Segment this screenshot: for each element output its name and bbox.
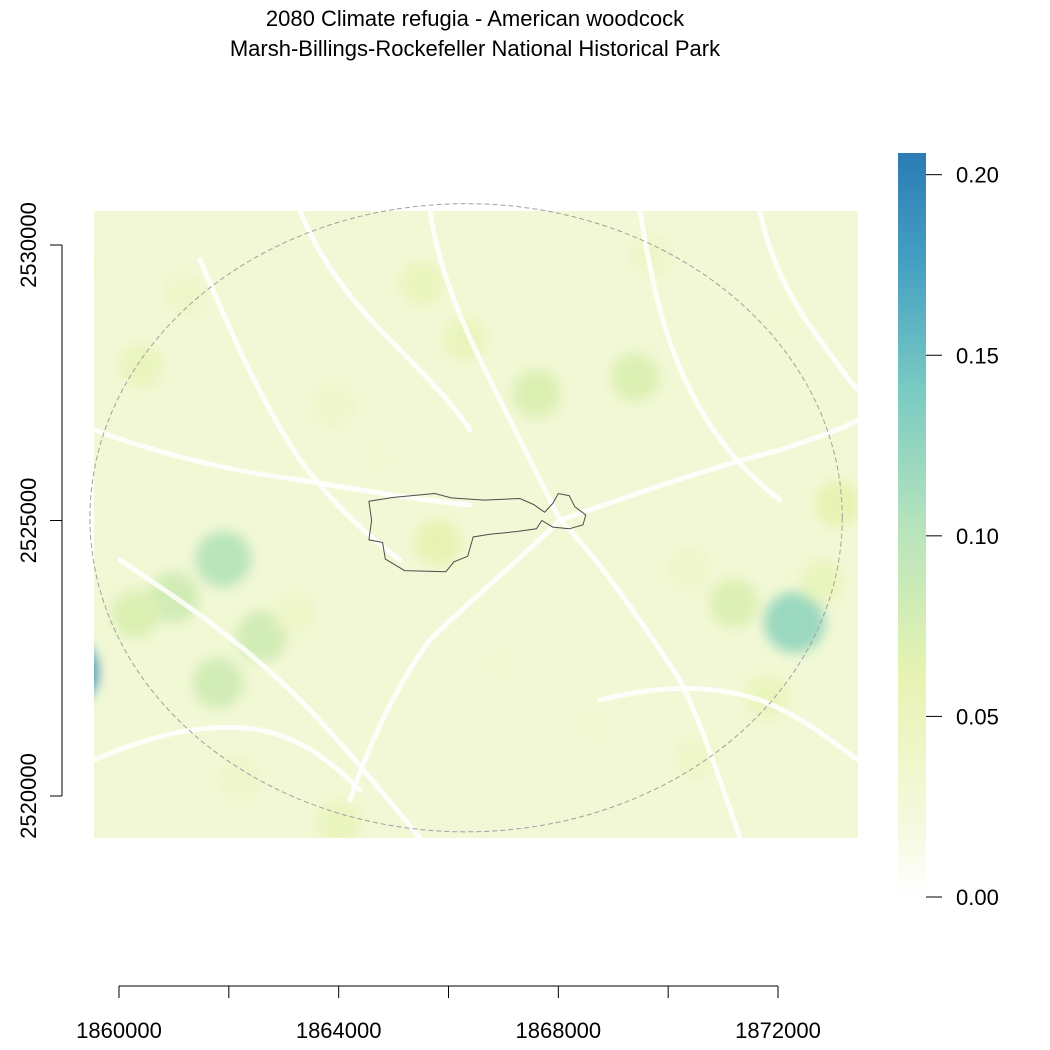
drainage-vein <box>117 557 423 838</box>
color-legend: 0.00 0.05 0.10 0.15 0.20 <box>898 153 999 910</box>
raster-background <box>94 211 858 838</box>
hotspot <box>94 441 106 478</box>
hotspot <box>815 480 858 528</box>
park-boundary <box>368 492 587 573</box>
drainage-vein <box>347 517 563 803</box>
hotspot <box>610 352 660 402</box>
hotspot <box>769 302 809 342</box>
y-tick-label: 2525000 <box>16 478 41 564</box>
drainage-vein <box>597 686 858 763</box>
hotspot <box>799 559 844 604</box>
hotspot <box>414 519 461 566</box>
x-tick-label: 1864000 <box>296 1018 382 1043</box>
hotspot <box>236 610 288 662</box>
x-tick-label: 1860000 <box>76 1018 162 1043</box>
drainage-veins <box>94 211 858 838</box>
hotspot <box>357 434 397 474</box>
hotspot <box>94 656 98 688</box>
hotspot <box>764 592 825 653</box>
hotspot <box>312 383 354 426</box>
hotspot <box>219 758 261 801</box>
drainage-vein <box>197 257 403 563</box>
y-tick-label: 2520000 <box>16 753 41 839</box>
drainage-vein <box>94 427 473 508</box>
drainage-vein <box>557 517 743 838</box>
hotspot <box>164 273 206 316</box>
drainage-vein <box>427 211 563 523</box>
map-title-line1: 2080 Climate refugia - American woodcock <box>265 6 685 31</box>
legend-colorbar <box>898 153 926 897</box>
hotspot <box>571 704 611 744</box>
legend-tick-label: 0.15 <box>956 343 999 368</box>
hotspot <box>48 245 92 289</box>
x-tick-label: 1872000 <box>735 1018 821 1043</box>
hotspot <box>478 644 518 684</box>
hotspot <box>111 589 160 639</box>
hotspot <box>195 531 252 588</box>
legend-tick-label: 0.10 <box>956 524 999 549</box>
drainage-vein <box>94 724 363 793</box>
hotspot <box>669 549 711 591</box>
hotspot <box>118 344 163 389</box>
hotspot <box>709 578 759 628</box>
buffer-boundary <box>89 203 843 833</box>
hotspot <box>399 261 444 306</box>
y-axis: 2520000 2525000 2530000 <box>16 202 63 839</box>
drainage-vein <box>297 211 473 433</box>
hotspot <box>630 235 673 277</box>
drainage-vein <box>757 211 858 393</box>
y-tick-label: 2530000 <box>16 202 41 288</box>
hotspot <box>273 593 316 635</box>
legend-tick-label: 0.05 <box>956 704 999 729</box>
hotspot <box>192 657 244 709</box>
drainage-vein <box>557 417 858 523</box>
hotspot <box>511 369 561 419</box>
hotspot <box>316 801 361 838</box>
map-title-line2: Marsh-Billings-Rockefeller National Hist… <box>229 36 721 61</box>
raster-layer <box>48 211 858 838</box>
legend-tick-label: 0.00 <box>956 885 999 910</box>
x-axis: 1860000 1864000 1868000 1872000 <box>76 985 821 1043</box>
x-tick-label: 1868000 <box>516 1018 602 1043</box>
legend-tick-label: 0.20 <box>956 163 999 188</box>
drainage-vein <box>637 211 783 503</box>
